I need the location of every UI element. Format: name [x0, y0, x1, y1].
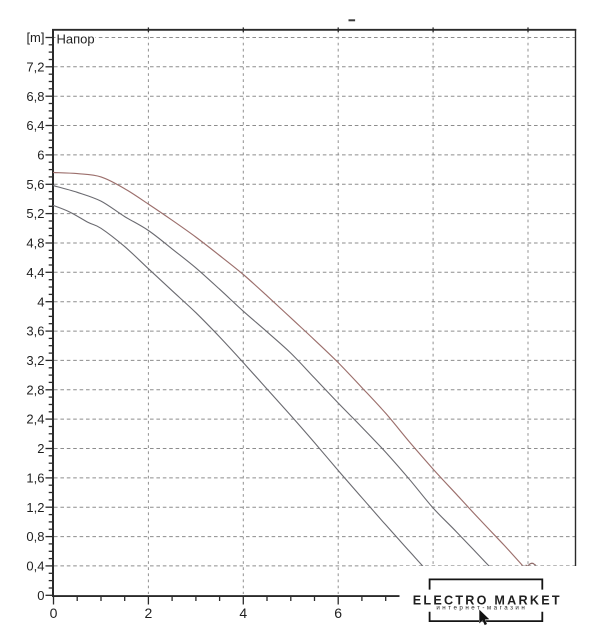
- svg-text:2,8: 2,8: [26, 382, 44, 397]
- svg-text:[m]: [m]: [26, 30, 44, 45]
- svg-text:ELECTRO MARKET: ELECTRO MARKET: [413, 593, 562, 607]
- svg-text:1,2: 1,2: [26, 500, 44, 515]
- svg-text:1,6: 1,6: [26, 471, 44, 486]
- svg-text:6: 6: [37, 148, 44, 163]
- svg-text:7,2: 7,2: [26, 59, 44, 74]
- svg-text:2: 2: [37, 441, 44, 456]
- svg-text:6,8: 6,8: [26, 89, 44, 104]
- svg-text:6,4: 6,4: [26, 118, 44, 133]
- svg-text:0: 0: [37, 588, 44, 603]
- svg-text:3,6: 3,6: [26, 324, 44, 339]
- svg-text:5,6: 5,6: [26, 177, 44, 192]
- svg-text:4,4: 4,4: [26, 265, 44, 280]
- svg-text:5,2: 5,2: [26, 206, 44, 221]
- svg-text:0,8: 0,8: [26, 529, 44, 544]
- svg-text:0: 0: [50, 605, 58, 621]
- svg-text:2: 2: [145, 605, 153, 621]
- svg-text:4,8: 4,8: [26, 236, 44, 251]
- svg-text:6: 6: [334, 605, 342, 621]
- svg-text:3,2: 3,2: [26, 353, 44, 368]
- svg-text:0,4: 0,4: [26, 559, 44, 574]
- svg-text:2,4: 2,4: [26, 412, 44, 427]
- svg-text:4: 4: [239, 605, 247, 621]
- svg-text:Напор: Напор: [57, 32, 95, 47]
- svg-text:интернет-магазин: интернет-магазин: [436, 604, 527, 611]
- svg-text:4: 4: [37, 294, 44, 309]
